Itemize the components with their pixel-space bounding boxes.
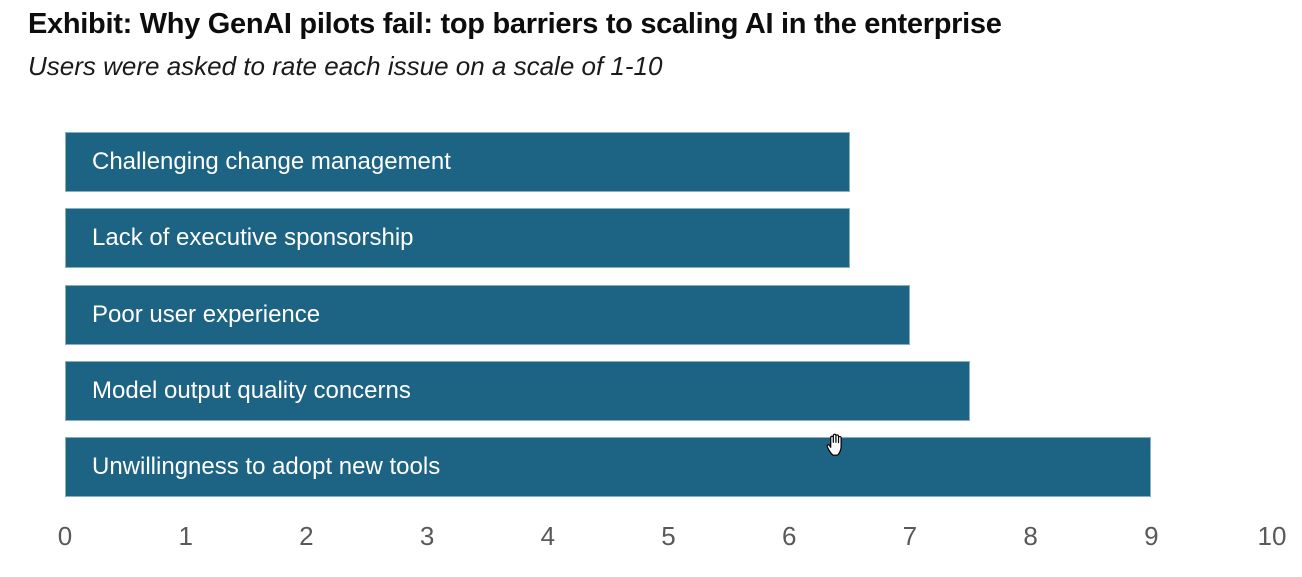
x-axis-tick-7: 7 [902,521,918,551]
bar-label: Model output quality concerns [92,377,411,404]
x-axis-tick-1: 1 [178,521,193,551]
chart-title: Exhibit: Why GenAI pilots fail: top barr… [28,8,1002,40]
bar-5: Unwillingness to adopt new tools [65,437,1151,497]
x-axis-tick-4: 4 [540,521,556,551]
x-axis-tick-10: 10 [1257,521,1287,551]
bar-4: Model output quality concerns [65,361,970,421]
bar-label: Lack of executive sponsorship [92,224,414,251]
x-axis-tick-0: 0 [57,521,73,551]
bar-label: Unwillingness to adopt new tools [92,453,441,480]
x-axis-tick-8: 8 [1023,521,1038,551]
bar-chart[interactable]: Challenging change management Lack of exe… [0,110,1302,577]
x-axis-tick-5: 5 [661,521,676,551]
x-axis-tick-2: 2 [299,521,314,551]
open-hand-cursor-icon [826,433,842,456]
bar-3: Poor user experience [65,285,910,345]
chart-subtitle: Users were asked to rate each issue on a… [28,51,663,81]
bar-label: Challenging change management [92,148,451,175]
bar-1: Challenging change management [65,132,850,192]
x-axis-tick-9: 9 [1144,521,1159,551]
bar-2: Lack of executive sponsorship [65,208,850,268]
bar-label: Poor user experience [92,301,321,328]
x-axis-tick-6: 6 [781,521,797,551]
x-axis-tick-3: 3 [419,521,435,551]
